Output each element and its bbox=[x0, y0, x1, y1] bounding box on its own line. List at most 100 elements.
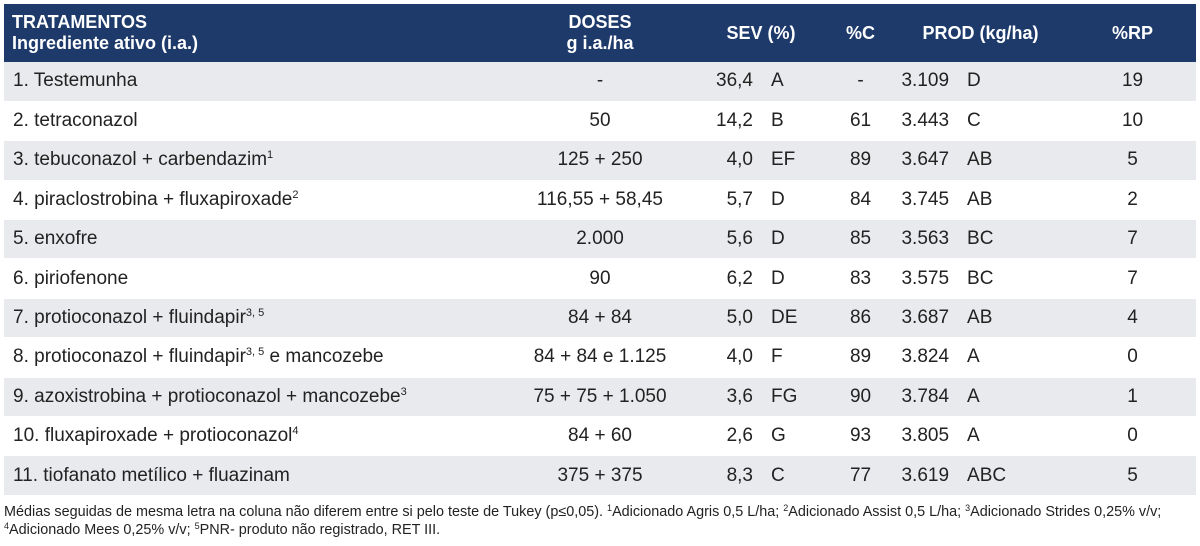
cell-rp: 7 bbox=[1127, 228, 1138, 250]
cell-controle: 86 bbox=[849, 307, 872, 329]
tratamento-name: 3. tebuconazol + carbendazim bbox=[13, 149, 268, 171]
table-body: 1. Testemunha - 36,4 A - 3.109 D 19 2. tetracona… bbox=[4, 62, 1197, 496]
tratamento-name: 4. piraclostrobina + fluxapiroxade bbox=[13, 188, 293, 210]
table-row: 10. fluxapiroxade + protioconazol4 84 + 6… bbox=[4, 416, 1197, 456]
table-row: 8. protioconazol + fluindapir3, 5 e manc… bbox=[4, 337, 1197, 378]
tratamento-footnote-ref: 3 bbox=[400, 385, 407, 398]
cell-controle: 93 bbox=[849, 425, 872, 447]
cell-prod: 3.109 bbox=[901, 70, 950, 92]
footnote-text-2: Adicionado Agris 0,5 L/ha; bbox=[612, 504, 784, 520]
cell-rp: 19 bbox=[1121, 70, 1144, 92]
tratamento-name: 7. protioconazol + fluindapir bbox=[13, 307, 246, 329]
cell-controle: 85 bbox=[849, 228, 872, 250]
cell-rp: 7 bbox=[1127, 267, 1138, 289]
header-pc: %C bbox=[846, 22, 876, 43]
footnote: Médias seguidas de mesma letra na coluna… bbox=[4, 503, 1196, 539]
footnote-text-1: Médias seguidas de mesma letra na coluna… bbox=[4, 504, 608, 520]
table-row: 5. enxofre 2.000 5,6 D 85 3.563 BC 7 bbox=[4, 219, 1197, 259]
tratamento-name-tail: e mancozebe bbox=[264, 346, 384, 368]
cell-sev: 36,4 bbox=[716, 70, 753, 92]
footnote-text-6: PNR- produto não registrado, RET III. bbox=[199, 522, 441, 538]
cell-prod-letter: ABC bbox=[967, 464, 1007, 486]
cell-prod-letter: C bbox=[967, 110, 981, 132]
cell-controle: - bbox=[857, 70, 864, 92]
cell-tratamento: 6. piriofenone bbox=[4, 259, 507, 298]
cell-sev: 3,6 bbox=[726, 385, 753, 407]
cell-prod-letter: A bbox=[967, 385, 980, 407]
cell-sev-letter: D bbox=[771, 188, 785, 210]
results-table-container: TRATAMENTOS Ingrediente ativo (i.a.) DOS… bbox=[4, 4, 1197, 496]
header-tratamentos: TRATAMENTOS Ingrediente ativo (i.a.) bbox=[4, 4, 507, 62]
table-row: 2. tetraconazol 50 14,2 B 61 3.443 C 10 bbox=[4, 101, 1197, 141]
tratamento-footnote-ref: 2 bbox=[292, 188, 299, 201]
cell-prod: 3.784 bbox=[901, 385, 950, 407]
cell-controle: 77 bbox=[849, 464, 872, 486]
cell-tratamento: 2. tetraconazol bbox=[4, 101, 507, 140]
cell-rp: 5 bbox=[1127, 149, 1138, 171]
cell-controle: 89 bbox=[849, 149, 872, 171]
cell-tratamento: 11. tiofanato metílico + fluazinam bbox=[4, 456, 507, 495]
cell-prod-letter: D bbox=[967, 70, 981, 92]
cell-prod-letter: AB bbox=[967, 307, 993, 329]
tratamento-name: 1. Testemunha bbox=[13, 70, 138, 92]
table-row: 6. piriofenone 90 6,2 D 83 3.575 BC 7 bbox=[4, 258, 1197, 299]
cell-sev-letter: D bbox=[771, 267, 785, 289]
cell-prod: 3.745 bbox=[901, 188, 950, 210]
footnote-text-4: Adicionado Strides 0,25% v/v; bbox=[970, 504, 1162, 520]
header-tratamentos-line1: TRATAMENTOS bbox=[12, 12, 147, 32]
header-doses-line2: g i.a./ha bbox=[566, 33, 634, 53]
footnote-text-5: Adicionado Mees 0,25% v/v; bbox=[9, 522, 195, 538]
cell-rp: 0 bbox=[1127, 425, 1138, 447]
cell-sev-letter: C bbox=[771, 464, 785, 486]
cell-sev-letter: G bbox=[771, 425, 786, 447]
tratamento-footnote-ref: 3, 5 bbox=[245, 307, 265, 320]
cell-controle: 83 bbox=[849, 267, 872, 289]
header-sev: SEV (%) bbox=[726, 22, 796, 43]
cell-tratamento: 9. azoxistrobina + protioconazol + manco… bbox=[4, 377, 507, 416]
cell-sev-letter: FG bbox=[771, 385, 798, 407]
cell-tratamento: 4. piraclostrobina + fluxapiroxade2 bbox=[4, 180, 507, 219]
cell-dose: - bbox=[596, 70, 604, 92]
cell-prod-letter: AB bbox=[967, 149, 993, 171]
header-doses: DOSES g i.a./ha bbox=[507, 4, 693, 62]
cell-prod: 3.805 bbox=[901, 425, 950, 447]
table-header: TRATAMENTOS Ingrediente ativo (i.a.) DOS… bbox=[4, 4, 1197, 62]
table-row: 3. tebuconazol + carbendazim1 125 + 250 4,… bbox=[4, 140, 1197, 181]
cell-tratamento: 3. tebuconazol + carbendazim1 bbox=[4, 141, 507, 180]
cell-rp: 0 bbox=[1127, 346, 1138, 368]
cell-dose: 125 + 250 bbox=[557, 149, 643, 171]
cell-sev: 5,6 bbox=[726, 228, 753, 250]
cell-dose: 75 + 75 + 1.050 bbox=[533, 385, 667, 407]
cell-controle: 84 bbox=[849, 188, 872, 210]
header-tratamentos-line2: Ingrediente ativo (i.a.) bbox=[12, 33, 199, 53]
cell-prod-letter: A bbox=[967, 425, 980, 447]
results-table: TRATAMENTOS Ingrediente ativo (i.a.) DOS… bbox=[4, 4, 1197, 496]
cell-rp: 4 bbox=[1127, 307, 1138, 329]
cell-prod-letter: A bbox=[967, 346, 980, 368]
cell-sev-letter: B bbox=[771, 110, 784, 132]
cell-tratamento: 5. enxofre bbox=[4, 220, 507, 259]
tratamento-name: 6. piriofenone bbox=[13, 267, 129, 289]
table-row: 4. piraclostrobina + fluxapiroxade2 116,5… bbox=[4, 180, 1197, 220]
cell-prod-letter: BC bbox=[967, 228, 994, 250]
footnote-sup-5: 5 bbox=[194, 521, 200, 531]
cell-tratamento: 1. Testemunha bbox=[4, 62, 507, 101]
cell-rp: 1 bbox=[1127, 385, 1138, 407]
cell-sev-letter: D bbox=[771, 228, 785, 250]
tratamento-name: 9. azoxistrobina + protioconazol + manco… bbox=[13, 385, 401, 407]
tratamento-footnote-ref: 4 bbox=[292, 425, 299, 438]
cell-tratamento: 7. protioconazol + fluindapir3, 5 bbox=[4, 298, 507, 337]
cell-sev: 8,3 bbox=[726, 464, 753, 486]
tratamento-name: 11. tiofanato metílico + fluazinam bbox=[13, 464, 290, 486]
header-prod: PROD (kg/ha) bbox=[922, 22, 1039, 43]
cell-rp: 2 bbox=[1127, 188, 1138, 210]
cell-sev-letter: F bbox=[771, 346, 783, 368]
cell-dose: 50 bbox=[589, 110, 611, 132]
header-rp: %RP bbox=[1112, 22, 1154, 43]
table-row: 1. Testemunha - 36,4 A - 3.109 D 19 bbox=[4, 62, 1197, 102]
cell-dose: 84 + 60 bbox=[568, 425, 632, 447]
cell-dose: 2.000 bbox=[576, 228, 624, 250]
cell-sev: 6,2 bbox=[726, 267, 753, 289]
footnote-sup-1: 1 bbox=[607, 503, 613, 513]
cell-sev: 5,7 bbox=[726, 188, 753, 210]
